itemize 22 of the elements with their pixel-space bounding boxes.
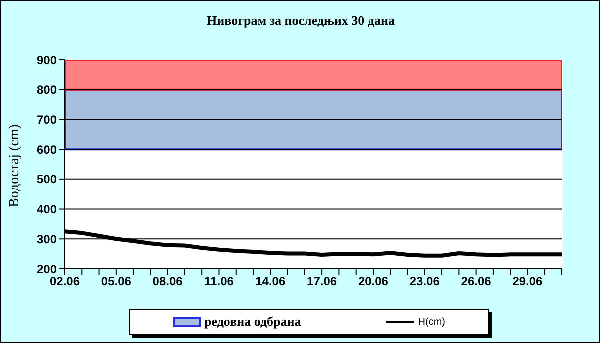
legend-label: редовна одбрана [204,314,302,330]
x-tick-label: 14.06 [256,274,286,289]
x-tick-label: 02.06 [50,274,80,289]
y-tick-label: 500 [36,172,58,187]
legend-label: H(cm) [418,316,446,328]
chart-title: Нивограм за последњих 30 дана [206,13,396,29]
y-tick-label: 900 [36,53,58,68]
y-tick-label: 800 [36,83,58,98]
x-tick-label: 26.06 [461,274,492,289]
x-tick-label: 29.06 [512,274,544,289]
y-axis-title: Водостај (cm) [7,124,23,208]
x-tick-label: 23.06 [410,274,440,289]
y-tick-label: 600 [36,142,58,157]
y-tick-label: 200 [36,262,58,276]
y-tick-label: 700 [36,112,58,127]
y-tick-label: 400 [36,202,58,217]
y-tick-label: 300 [36,232,58,246]
x-tick-label: 17.06 [307,274,338,289]
x-tick-label: 08.06 [152,274,184,289]
x-tick-label: 05.06 [101,274,132,289]
x-tick-label: 11.06 [204,274,234,289]
x-tick-label: 20.06 [358,274,389,289]
